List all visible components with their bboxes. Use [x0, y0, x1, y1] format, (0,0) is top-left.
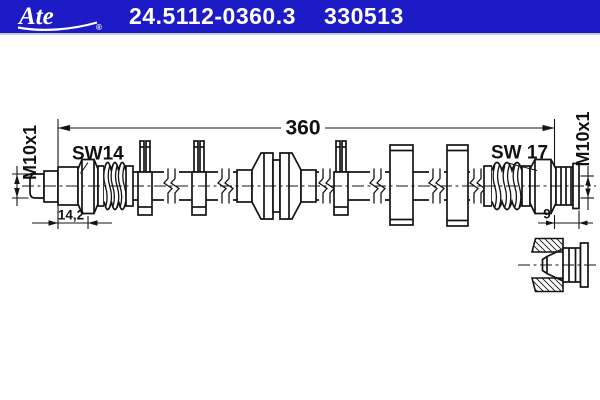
left-thread-label: M10x1 [20, 125, 40, 180]
ate-logo-swoosh [17, 21, 98, 31]
technical-drawing: 360 14,2 M10x1 SW14 [12, 111, 597, 293]
left-wrench-size-label: SW14 [72, 144, 124, 165]
ate-logo: Ate ® [17, 3, 102, 32]
catalog-number: 330513 [324, 3, 404, 29]
dimension-left-thread-length: 14,2 [32, 206, 112, 229]
overall-length-label: 360 [285, 117, 320, 140]
label-right-wrench-size: SW 17 [491, 143, 548, 172]
header-divider [0, 33, 600, 35]
drawing-area: 360 14,2 M10x1 SW14 [0, 35, 600, 400]
part-number: 24.5112-0360.3 [129, 3, 296, 29]
dimension-overall-length: 360 [57, 117, 556, 166]
right-thread-label: M10x1 [573, 111, 593, 166]
label-left-wrench-size: SW14 [72, 144, 124, 174]
registered-mark: ® [96, 23, 102, 32]
hose-clips [137, 140, 349, 216]
header-bar: Ate ® 24.5112-0360.3 330513 [0, 0, 600, 33]
dimension-right-fitting-length: 9 [538, 207, 593, 229]
grommet-bracket-a [389, 144, 414, 226]
ate-logo-text: Ate [17, 3, 54, 30]
left-thread-length-label: 14,2 [58, 208, 84, 223]
hose-break-symbols [163, 168, 486, 204]
dimension-left-thread: M10x1 [12, 125, 40, 206]
fitting-cross-section-detail [518, 237, 597, 293]
dimension-right-thread: M10x1 [573, 111, 594, 210]
right-fitting-length-label: 9 [543, 207, 551, 222]
right-wrench-size-label: SW 17 [491, 143, 548, 164]
